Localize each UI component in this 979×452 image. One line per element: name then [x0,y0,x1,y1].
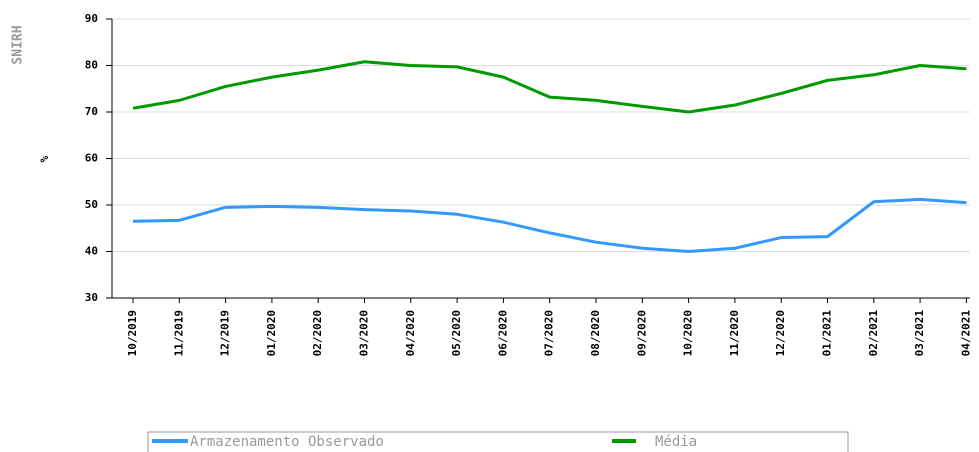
x-tick-label: 08/2020 [589,310,602,356]
x-tick-label: 12/2020 [774,310,787,356]
y-tick-label: 90 [85,12,98,25]
legend-label: Armazenamento Observado [190,434,384,450]
x-tick-label: 02/2020 [311,310,324,356]
x-tick-label: 09/2020 [635,310,648,356]
x-tick-label: 10/2019 [126,310,139,356]
legend-box [147,431,849,452]
x-tick-label: 04/2020 [404,310,417,356]
legend-label: Média [655,434,697,450]
y-tick-label: 60 [85,152,98,165]
x-tick-label: 02/2021 [867,310,880,357]
y-axis-label: % [38,155,51,162]
series-line [132,197,967,253]
y-tick-label: 80 [85,59,98,72]
y-tick-label: 70 [85,105,98,118]
x-tick-label: 01/2020 [265,310,278,356]
x-tick-label: 11/2019 [172,310,185,356]
x-tick-label: 04/2021 [959,310,972,357]
x-tick-label: 03/2021 [913,310,926,357]
x-tick-label: 12/2019 [219,310,232,356]
x-tick-label: 07/2020 [543,310,556,356]
series-line [132,60,967,114]
y-tick-label: 50 [85,198,98,211]
y-tick-label: 30 [85,291,98,304]
x-tick-label: 05/2020 [450,310,463,356]
x-tick-label: 06/2020 [496,310,509,356]
x-tick-label: 03/2020 [358,310,371,356]
brand: SNIRH [11,25,26,64]
x-tick-label: 10/2020 [682,310,695,356]
x-tick-label: 01/2021 [821,310,834,357]
y-tick-label: 40 [85,245,98,258]
x-tick-label: 11/2020 [728,310,741,356]
